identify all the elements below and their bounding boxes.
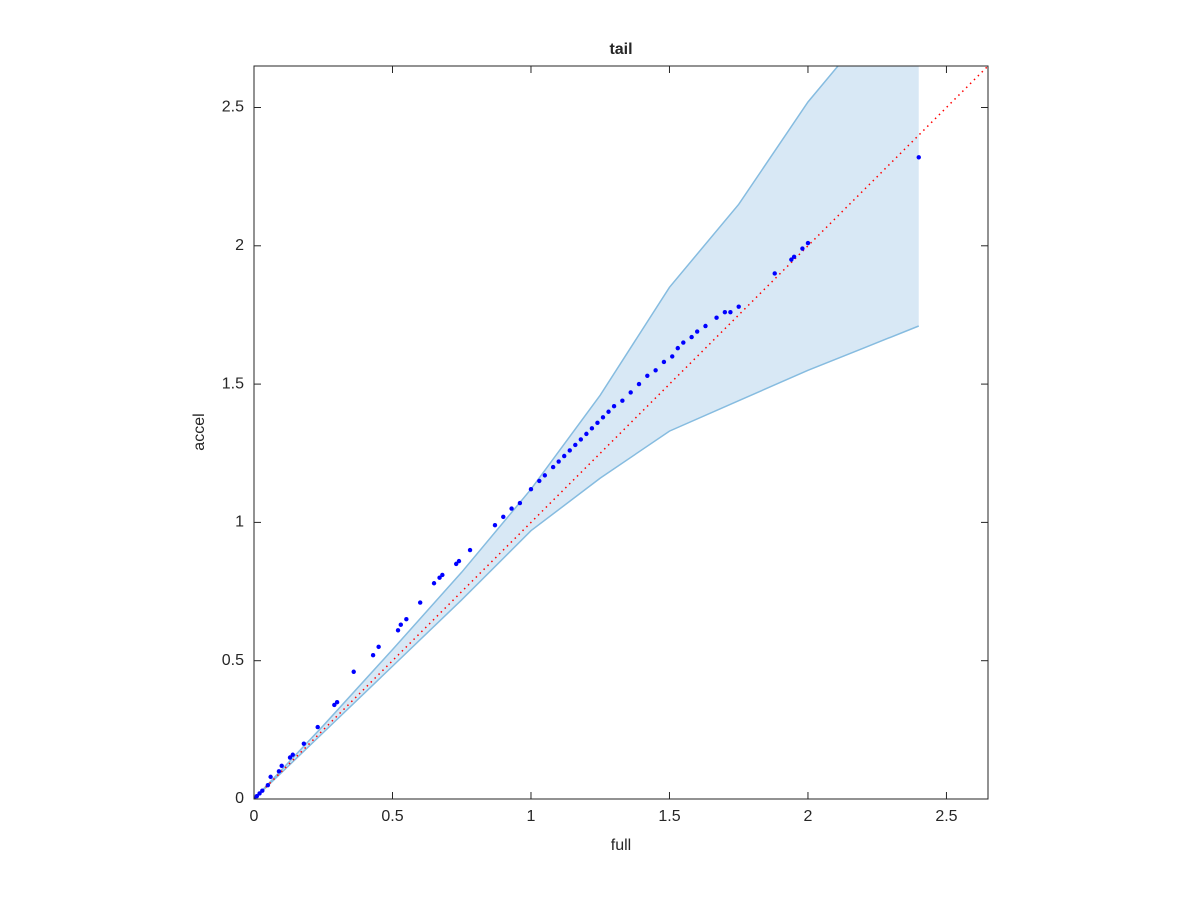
point <box>772 271 777 276</box>
y-tick-label: 1.5 <box>222 375 244 392</box>
point <box>279 763 284 769</box>
y-tick-label: 1 <box>235 514 244 531</box>
point <box>276 769 282 774</box>
point <box>653 368 658 373</box>
point <box>791 254 797 260</box>
point <box>645 373 650 378</box>
point <box>800 246 805 251</box>
plot-area <box>254 66 988 799</box>
point <box>789 257 794 262</box>
point <box>573 442 578 448</box>
point <box>509 506 514 511</box>
point <box>722 309 728 315</box>
point <box>689 334 694 340</box>
x-tick-label: 2.5 <box>935 808 957 825</box>
point <box>714 315 719 320</box>
point <box>589 426 595 431</box>
point <box>703 323 708 329</box>
point <box>440 572 445 578</box>
point <box>437 575 442 580</box>
point <box>254 796 257 799</box>
x-tick-label: 1.5 <box>658 808 680 825</box>
point <box>550 464 556 470</box>
y-axis-label: accel <box>191 413 208 450</box>
point <box>257 791 262 796</box>
point <box>620 398 625 403</box>
point <box>492 522 498 528</box>
point <box>287 755 293 760</box>
point <box>351 669 356 674</box>
band-lower <box>254 325 920 799</box>
point <box>268 774 273 780</box>
x-tick-label: 2 <box>804 808 813 825</box>
point <box>628 390 633 395</box>
point <box>736 304 741 309</box>
point <box>398 622 403 627</box>
point <box>290 752 295 757</box>
point <box>404 617 409 622</box>
point <box>681 340 686 345</box>
x-tick-label: 0.5 <box>381 808 403 825</box>
point <box>517 500 523 506</box>
point <box>567 448 572 453</box>
point <box>254 794 259 799</box>
point <box>661 359 667 365</box>
point <box>537 478 542 484</box>
point <box>467 547 473 553</box>
point <box>376 644 381 650</box>
point <box>370 652 376 658</box>
point <box>528 487 534 492</box>
band-fill <box>254 66 919 799</box>
point <box>728 309 733 315</box>
point <box>501 514 506 520</box>
point <box>334 699 340 705</box>
point <box>301 741 307 746</box>
point <box>694 329 700 334</box>
point <box>265 782 271 788</box>
point <box>916 155 921 160</box>
chart-title: tail <box>609 41 632 58</box>
point <box>595 420 600 426</box>
point <box>584 431 589 437</box>
diagonal-line <box>254 66 988 799</box>
point <box>260 788 265 793</box>
point <box>556 459 561 464</box>
y-tick-label: 2 <box>235 237 244 254</box>
point <box>578 437 584 442</box>
x-tick-label: 0 <box>250 808 259 825</box>
point <box>542 473 548 478</box>
point <box>456 558 462 564</box>
axes-box <box>253 65 989 800</box>
point <box>600 415 606 420</box>
point <box>453 561 459 567</box>
point <box>315 724 320 730</box>
point <box>332 702 337 708</box>
point <box>606 409 611 414</box>
point <box>395 628 401 633</box>
point <box>636 381 642 387</box>
point <box>611 404 617 409</box>
point <box>675 345 680 351</box>
x-tick-label: 1 <box>527 808 536 825</box>
y-tick-label: 2.5 <box>222 99 244 116</box>
point <box>431 581 437 586</box>
point <box>670 354 675 359</box>
x-axis-label: full <box>611 837 631 854</box>
y-tick-label: 0.5 <box>222 652 244 669</box>
y-tick-label: 0 <box>235 790 244 807</box>
point <box>562 453 567 459</box>
point <box>417 600 423 605</box>
band-upper <box>254 66 839 799</box>
point <box>805 240 811 246</box>
